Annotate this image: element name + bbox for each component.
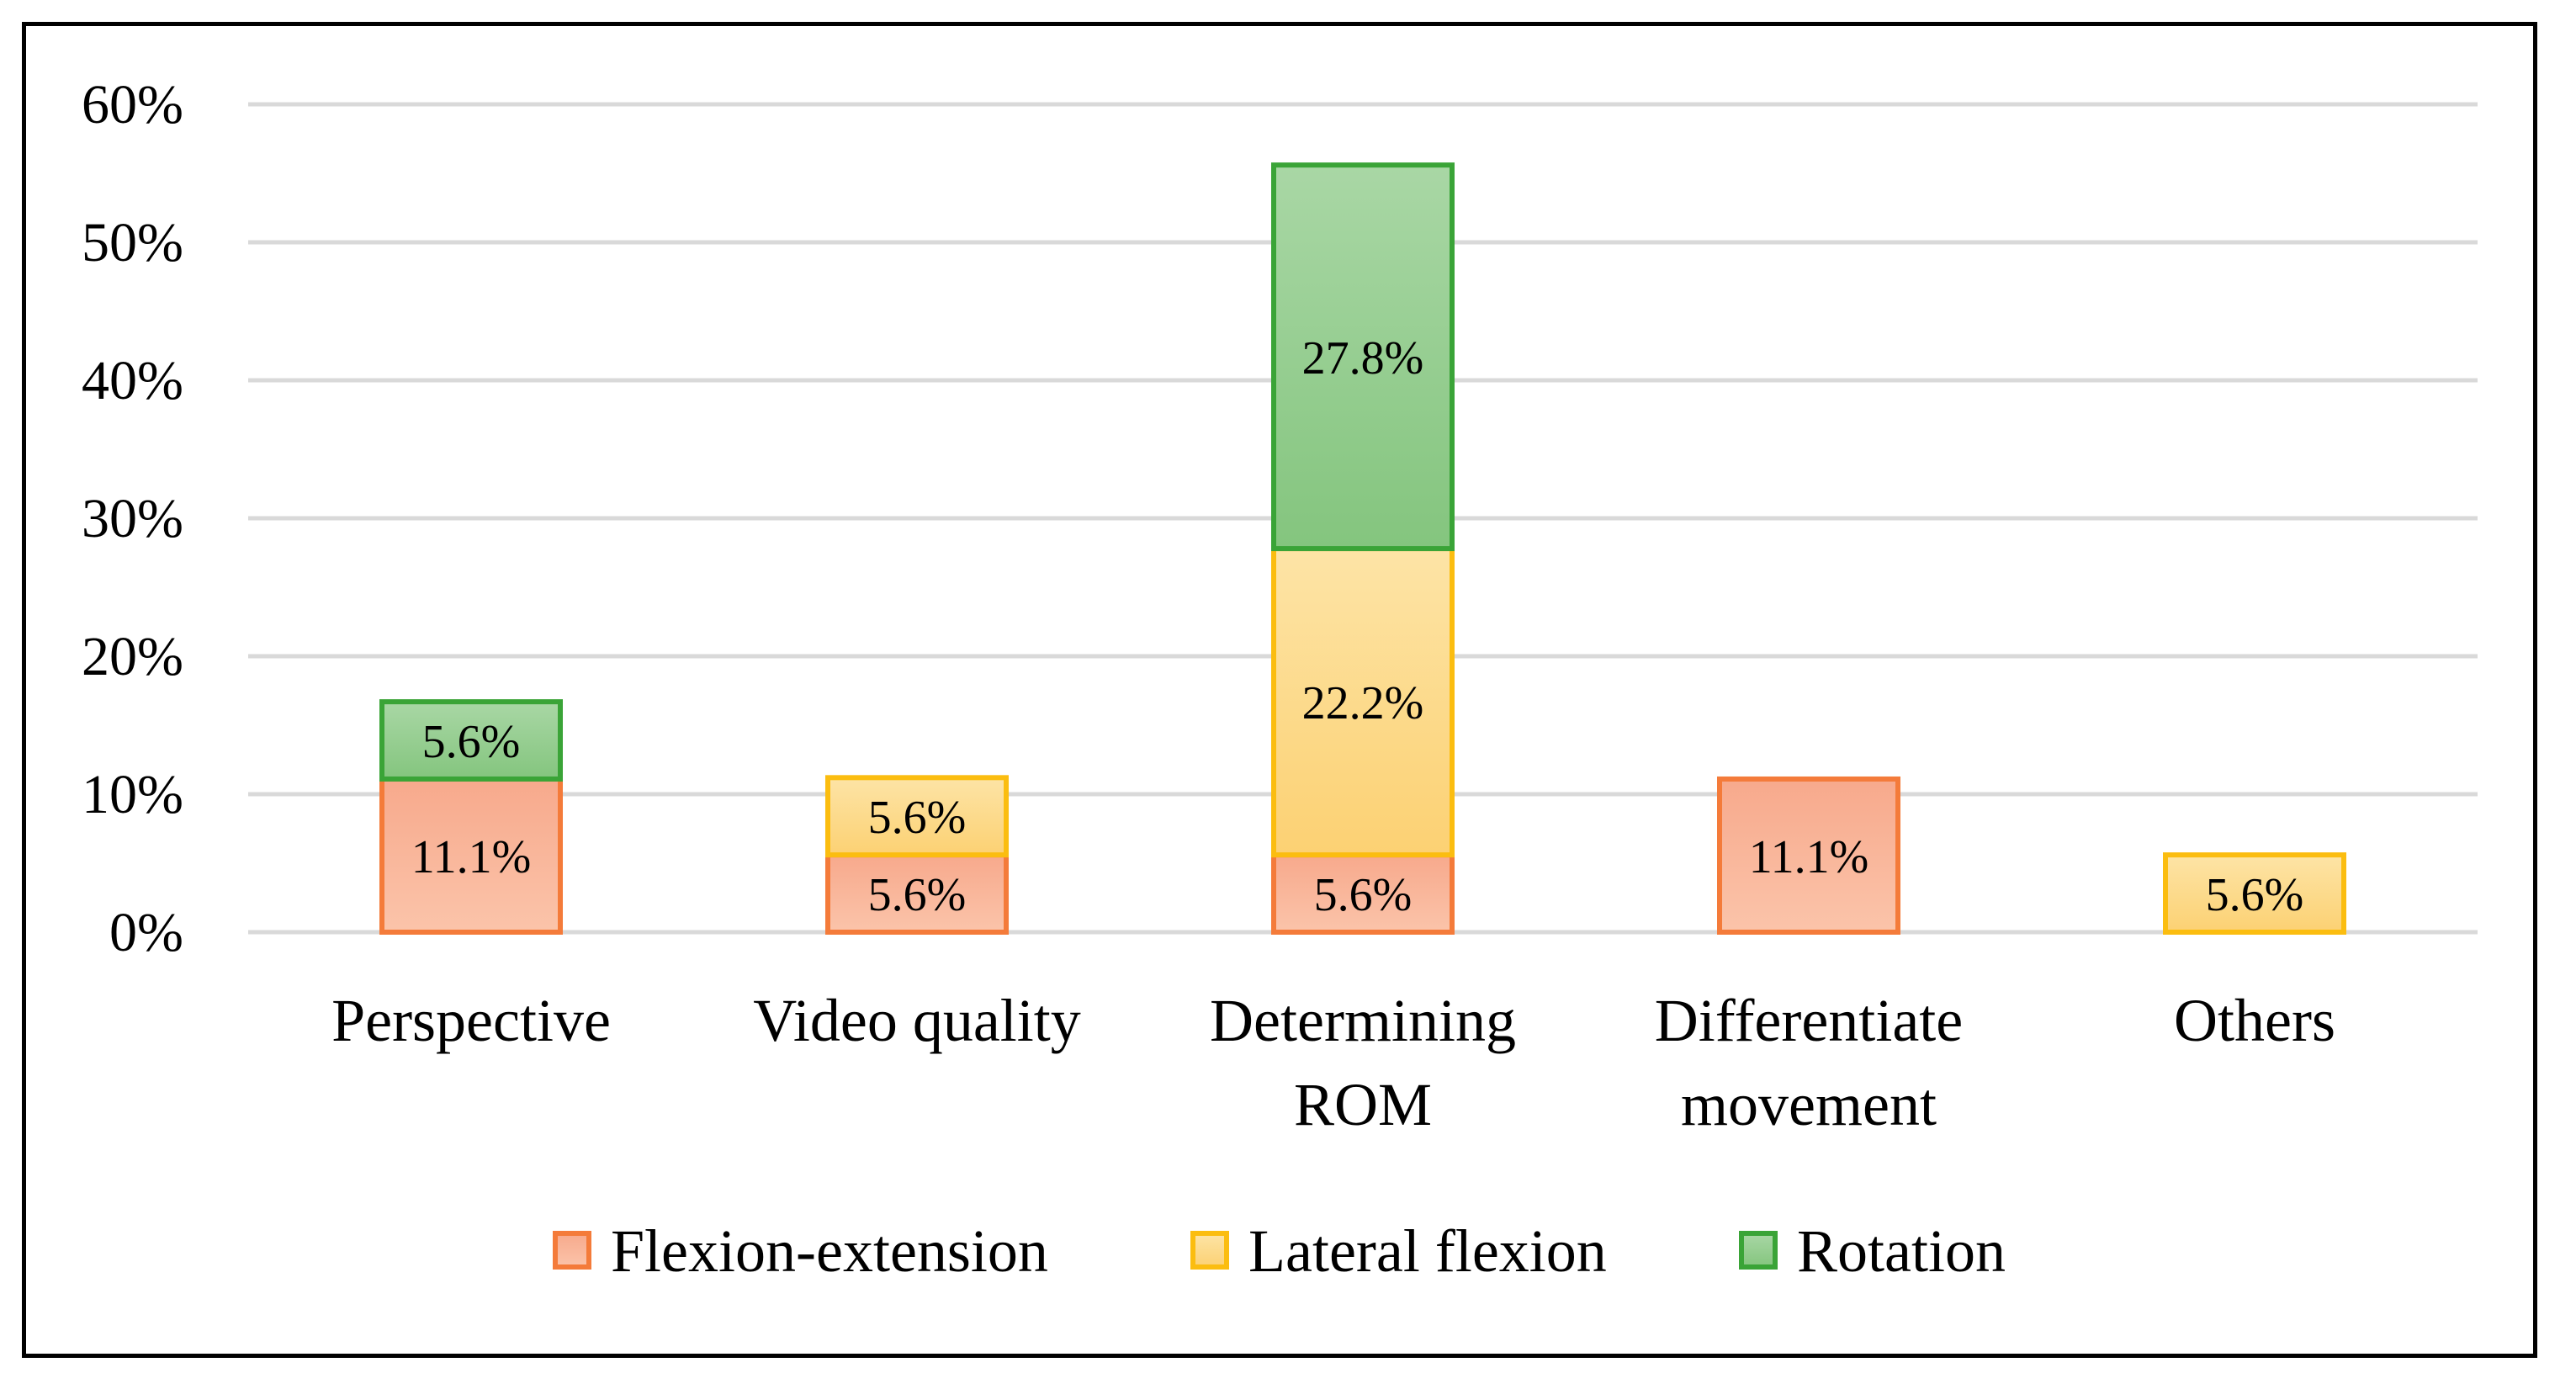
data-labels: 11.1% 5.6% 5.6% 5.6% 5.6% 22.2% 27.8% 11.1% 5.6% <box>411 332 2304 921</box>
legend-label-lateral-flexion: Lateral flexion <box>1248 1217 1607 1285</box>
y-tick-label: 0% <box>109 902 183 963</box>
bars <box>379 162 2346 936</box>
x-tick-label: movement <box>1681 1071 1937 1138</box>
x-axis-ticks: Perspective Video quality Determining ROM Di… <box>331 987 2335 1138</box>
data-label: 5.6% <box>868 792 967 844</box>
bar-lateral-flexion <box>1271 546 1455 858</box>
data-label: 11.1% <box>411 831 532 883</box>
legend-swatch-flexion-extension <box>553 1231 591 1270</box>
bar-flexion-extension <box>379 776 563 936</box>
bar-flexion-extension <box>1717 776 1900 936</box>
legend-swatch-rotation <box>1739 1231 1778 1270</box>
y-tick-label: 40% <box>82 350 183 411</box>
bar-rotation <box>1271 162 1455 552</box>
data-label: 5.6% <box>868 869 967 921</box>
bar-rotation <box>379 699 563 782</box>
legend-swatch-lateral-flexion <box>1190 1231 1229 1270</box>
y-tick-label: 30% <box>82 488 183 549</box>
x-tick-label: Perspective <box>331 987 611 1054</box>
data-label: 11.1% <box>1749 831 1869 883</box>
legend: Flexion-extension Lateral flexion Rotation <box>553 1217 2006 1285</box>
legend-label-rotation: Rotation <box>1797 1217 2006 1285</box>
y-axis-ticks: 0% 10% 20% 30% 40% 50% 60% <box>82 74 183 963</box>
y-tick-label: 20% <box>82 626 183 687</box>
x-tick-label: Differentiate <box>1655 987 1963 1054</box>
y-tick-label: 60% <box>82 74 183 135</box>
data-label: 5.6% <box>422 716 521 768</box>
legend-label-flexion-extension: Flexion-extension <box>611 1217 1048 1285</box>
x-tick-label: Determining <box>1210 987 1516 1054</box>
bar-flexion-extension <box>825 852 1009 935</box>
bar-lateral-flexion <box>2163 852 2346 935</box>
data-label: 27.8% <box>1302 332 1424 384</box>
y-tick-label: 10% <box>82 764 183 825</box>
x-tick-label: Video quality <box>753 987 1081 1054</box>
y-tick-label: 50% <box>82 212 183 273</box>
bar-lateral-flexion <box>825 775 1009 858</box>
data-label: 5.6% <box>2206 869 2304 921</box>
bar-flexion-extension <box>1271 852 1455 935</box>
x-tick-label: Others <box>2174 987 2335 1054</box>
data-label: 5.6% <box>1314 869 1413 921</box>
data-label: 22.2% <box>1302 677 1424 729</box>
x-tick-label: ROM <box>1294 1071 1432 1138</box>
